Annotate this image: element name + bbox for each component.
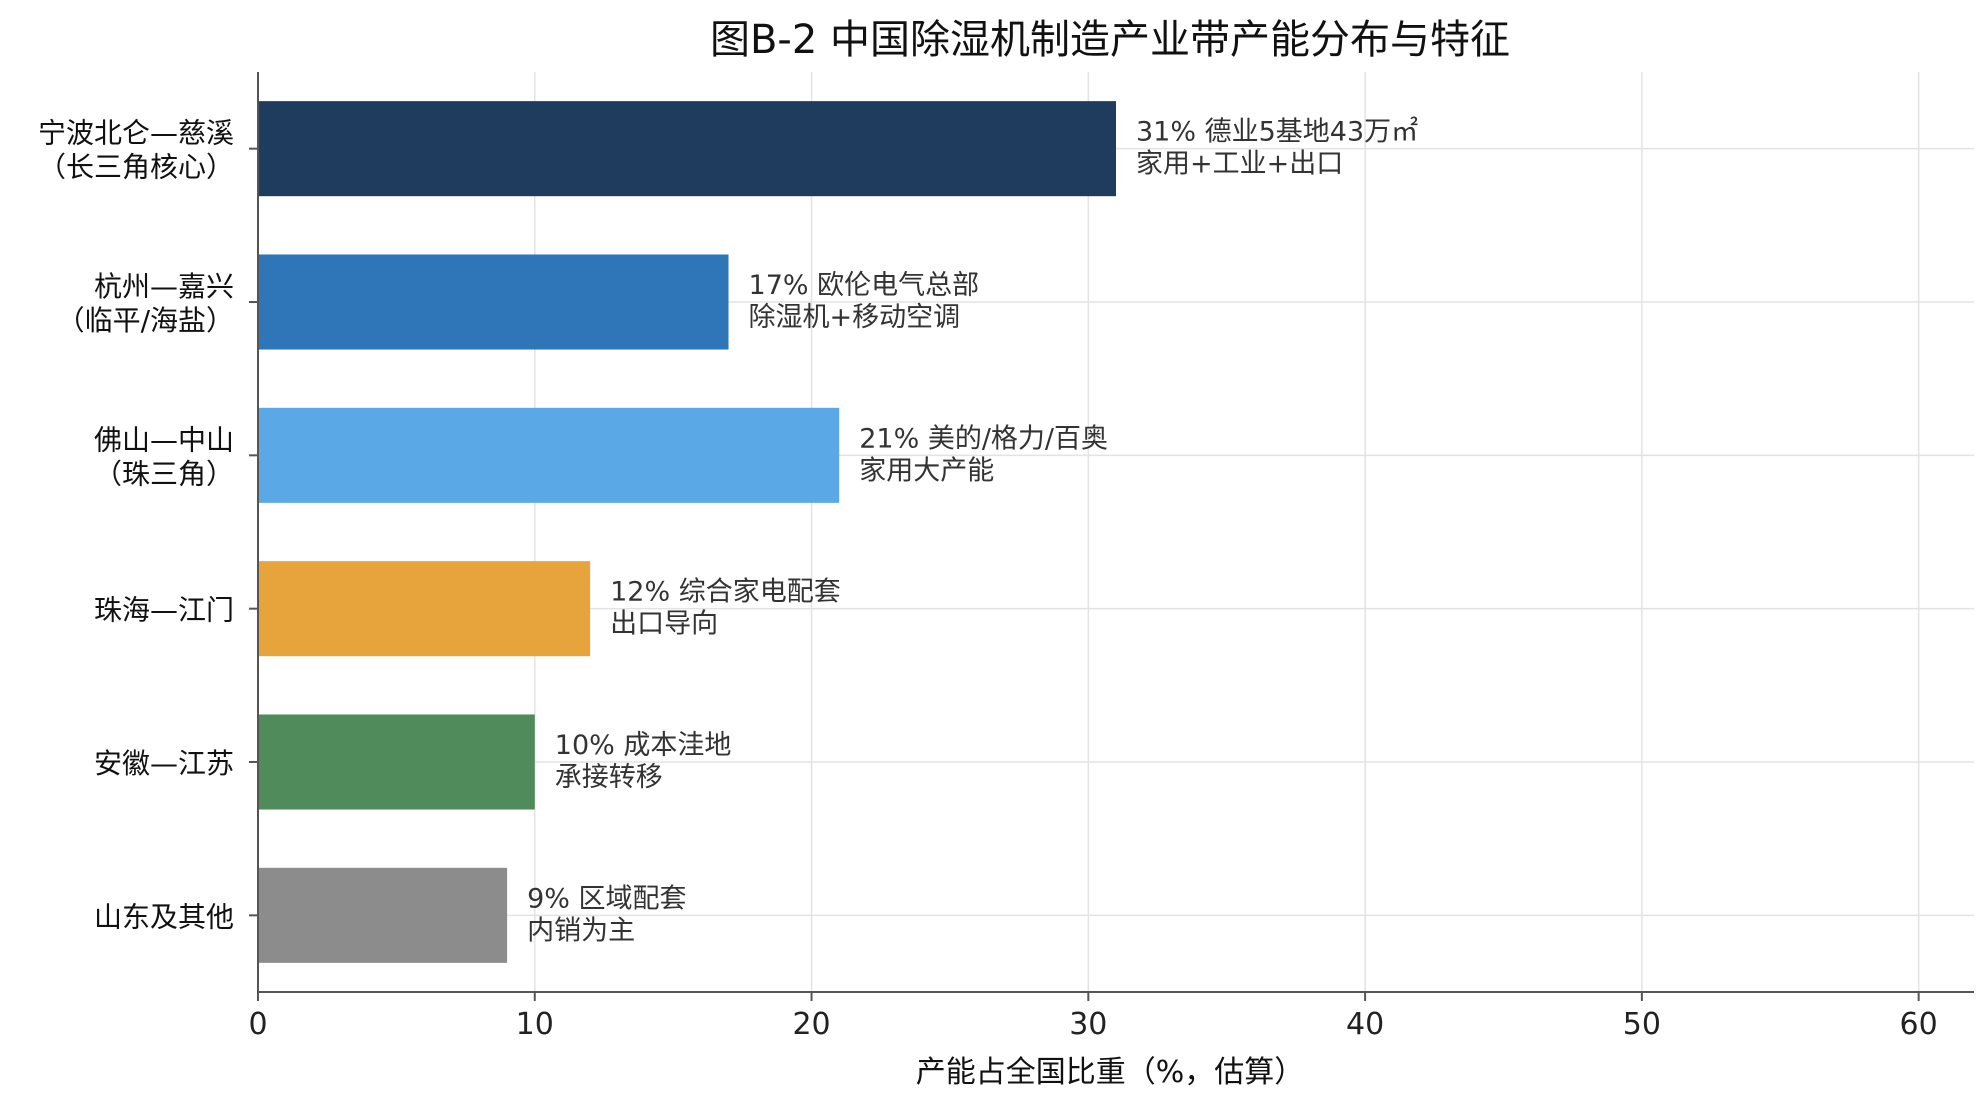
bar-annotation: 17% 欧伦电气总部 [749,270,980,301]
bar [258,101,1116,197]
bar-annotation: 9% 区域配套 [527,883,686,914]
x-tick-label: 30 [1069,1007,1107,1042]
bar-annotation: 除湿机+移动空调 [749,302,961,333]
axes: 0 10 20 30 40 50 60 [248,72,1974,1042]
category-label: （临平/海盐） [57,304,234,337]
bar-annotation: 21% 美的/格力/百奥 [859,423,1108,454]
x-tick-label: 50 [1623,1007,1661,1042]
category-label: 珠海—江门 [94,594,234,627]
x-tick-label: 0 [248,1007,267,1042]
category-label: 宁波北仑—慈溪 [38,117,234,150]
category-labels: 宁波北仑—慈溪（长三角核心） 杭州—嘉兴（临平/海盐） 佛山—中山（珠三角） 珠海—江… [38,117,234,934]
bar-annotation: 内销为主 [527,915,635,946]
x-tick-label: 40 [1346,1007,1384,1042]
bar [258,714,535,810]
x-tick-label: 60 [1900,1007,1938,1042]
bar [258,407,840,503]
bar-annotation: 家用大产能 [859,455,994,486]
bar [258,561,591,657]
x-tick-label: 20 [792,1007,830,1042]
grid [257,72,1974,992]
x-axis-label: 产能占全国比重（%，估算） [916,1055,1305,1090]
bar-annotation: 出口导向 [610,609,718,640]
bar-annotation: 家用+工业+出口 [1136,149,1343,180]
category-label: 安徽—江苏 [94,747,234,780]
category-label: 杭州—嘉兴 [94,270,234,303]
category-label: 佛山—中山 [94,423,234,456]
bar [258,254,729,350]
x-tick-label: 10 [516,1007,554,1042]
chart-title: 图B-2 中国除湿机制造产业带产能分布与特征 [710,17,1510,63]
bar [258,867,508,963]
category-label: （珠三角） [94,457,234,490]
bar-annotation: 承接转移 [555,762,663,793]
bar-annotation: 31% 德业5基地43万㎡ [1136,117,1418,148]
bar-annotation: 10% 成本洼地 [555,730,732,761]
bars [258,101,1116,963]
bar-annotation: 12% 综合家电配套 [610,577,841,608]
category-label: 山东及其他 [94,900,234,933]
category-label: （长三角核心） [38,151,234,184]
